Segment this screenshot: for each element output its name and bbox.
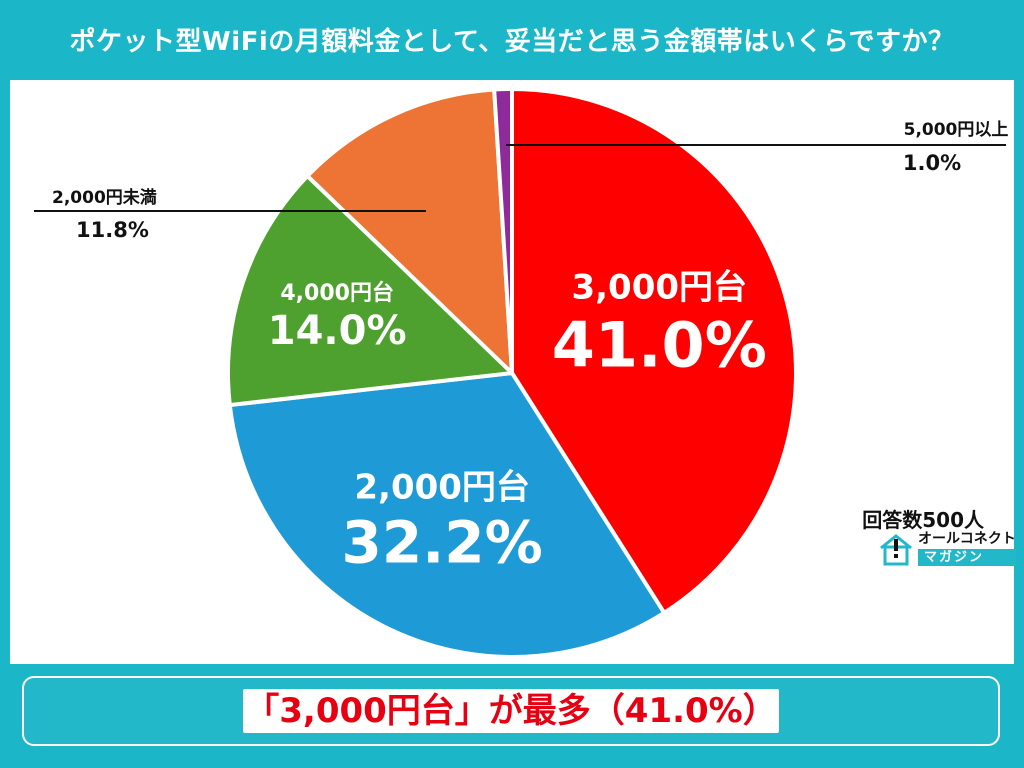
slice-category-label: 2,000円台: [354, 468, 530, 508]
logo-sub-text: マガジン: [918, 549, 1016, 566]
respondent-count: 回答数500人: [862, 508, 984, 532]
slice-value-label: 14.0%: [268, 308, 407, 354]
logo-main-text: オールコネクト: [918, 531, 1016, 547]
chart-panel: 3,000円台 41.0% 2,000円台 32.2% 4,000円台 14.0% 2,00…: [10, 80, 1016, 664]
brand-logo: オールコネクト マガジン: [878, 532, 1016, 566]
pie-slice-2000-yen: [227, 371, 667, 659]
slice-value-label: 11.8%: [76, 218, 149, 242]
slice-category-label: 4,000円台: [280, 280, 394, 306]
summary-bar: 「3,000円台」が最多（41.0%）: [22, 676, 1000, 746]
pie-slice-4000-yen: [226, 174, 514, 408]
slice-value-label: 1.0%: [903, 151, 961, 175]
slice-value-label: 41.0%: [552, 309, 767, 382]
house-exclamation-icon: [880, 534, 912, 566]
chart-title: ポケット型WiFiの月額料金として、妥当だと思う金額帯はいくらですか？: [69, 26, 955, 57]
slice-category-label: 3,000円台: [571, 268, 747, 308]
pie-slice-5000-yen-plus: [492, 87, 514, 375]
slice-value-label: 32.2%: [342, 509, 543, 577]
pie-slice-under-2000-yen: [305, 87, 514, 375]
slice-category-label: 2,000円未満: [52, 187, 157, 208]
slice-category-label: 5,000円以上: [904, 120, 1009, 140]
summary-text: 「3,000円台」が最多（41.0%）: [243, 689, 779, 733]
